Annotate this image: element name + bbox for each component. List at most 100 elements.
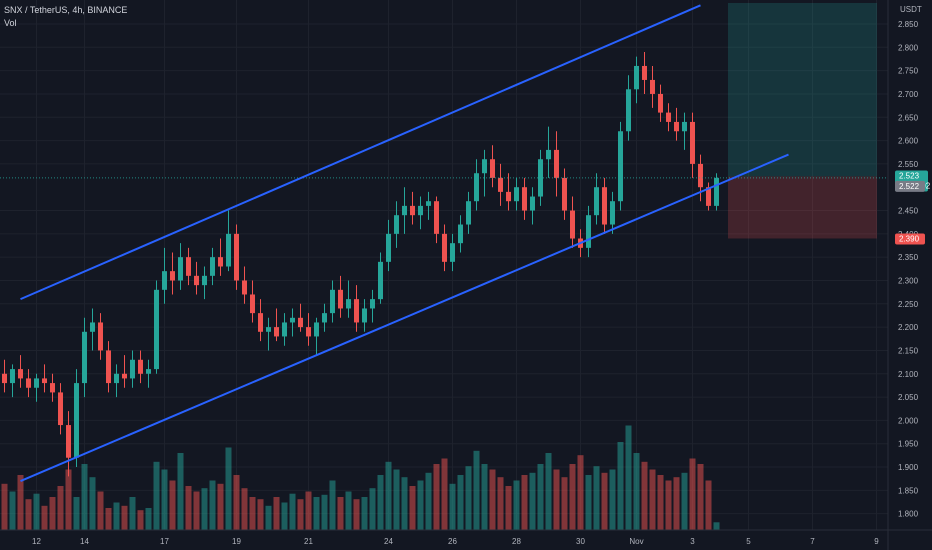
price-tick-label: 2.800 <box>898 43 919 52</box>
volume-bars <box>1 425 720 530</box>
candle-body <box>282 322 287 337</box>
volume-bar <box>113 502 120 530</box>
volume-bar <box>369 488 376 530</box>
candle-body <box>66 425 71 458</box>
time-tick-label: 5 <box>746 537 751 546</box>
upper-trendline[interactable] <box>20 4 701 301</box>
volume-bar <box>161 469 168 530</box>
volume-bar <box>273 497 280 530</box>
candle-body <box>458 224 463 244</box>
candle-body <box>634 65 639 90</box>
price-tick-label: 2.250 <box>898 300 919 309</box>
volume-bar <box>633 453 640 530</box>
volume-bar <box>497 477 504 530</box>
volume-bar <box>9 491 16 530</box>
candle-body <box>314 322 319 337</box>
price-axis[interactable]: USDT 2.850 2.800 2.750 2.700 2.650 2.600 2.550… <box>898 5 922 519</box>
volume-bar <box>561 477 568 530</box>
volume-bar <box>17 475 24 530</box>
time-tick-label: 9 <box>874 537 879 546</box>
volume-bar <box>673 477 680 530</box>
time-tick-label: 3 <box>690 537 695 546</box>
volume-bar <box>345 491 352 530</box>
volume-label[interactable]: Vol <box>4 18 17 28</box>
last-price-value: 2.523 <box>899 171 920 180</box>
volume-bar <box>449 483 456 530</box>
volume-bar <box>329 480 336 530</box>
long-position-tool[interactable] <box>728 3 877 239</box>
candle-body <box>242 280 247 295</box>
price-tick-label: 2.350 <box>898 253 919 262</box>
volume-bar <box>625 425 632 530</box>
candle-body <box>490 159 495 178</box>
lower-trendline[interactable] <box>20 153 789 482</box>
time-tick-label: 28 <box>512 537 521 546</box>
candle-body <box>170 271 175 281</box>
volume-bar <box>385 461 392 530</box>
candle-body <box>650 79 655 94</box>
candle-body <box>690 121 695 164</box>
position-target-zone <box>728 3 877 177</box>
volume-bar <box>601 472 608 530</box>
price-tick-label: 1.800 <box>898 510 919 519</box>
candle-body <box>226 233 231 267</box>
price-tick-label: 2.450 <box>898 207 919 216</box>
volume-bar <box>593 466 600 530</box>
price-tick-label: 2.200 <box>898 323 919 332</box>
volume-bar <box>89 477 96 530</box>
price-tick-label: 2.700 <box>898 90 919 99</box>
candle-body <box>330 289 335 314</box>
volume-bar <box>249 497 256 530</box>
candle-body <box>522 187 527 211</box>
volume-bar <box>425 472 432 530</box>
volume-bar <box>577 455 584 530</box>
volume-bar <box>217 483 224 530</box>
volume-bar <box>521 475 528 530</box>
candle-body <box>394 215 399 234</box>
price-tick-label: 2.050 <box>898 393 919 402</box>
volume-bar <box>177 453 184 530</box>
volume-bar <box>705 480 712 530</box>
candle-body <box>386 233 391 262</box>
candle-body <box>26 378 31 388</box>
volume-bar <box>169 480 176 530</box>
candle-body <box>210 257 215 276</box>
price-tick-label: 2.650 <box>898 113 919 122</box>
volume-bar <box>417 480 424 530</box>
volume-bar <box>65 469 72 530</box>
time-tick-label: 26 <box>448 537 457 546</box>
volume-bar <box>233 475 240 530</box>
volume-bar <box>473 450 480 530</box>
candle-body <box>418 205 423 216</box>
symbol-title[interactable]: SNX / TetherUS, 4h, BINANCE <box>4 5 128 15</box>
candle-body <box>354 299 359 323</box>
volume-bar <box>153 461 160 530</box>
candle-body <box>194 275 199 286</box>
candle-body <box>658 93 663 113</box>
candle-body <box>138 359 143 374</box>
volume-bar <box>185 486 192 530</box>
time-tick-label: 19 <box>232 537 241 546</box>
candle-body <box>122 373 127 379</box>
stop-price-value: 2.390 <box>899 235 920 244</box>
price-tick-label: 1.950 <box>898 440 919 449</box>
volume-bar <box>1 483 8 530</box>
volume-bar <box>657 475 664 530</box>
time-tick-label: 12 <box>32 537 41 546</box>
volume-bar <box>105 508 112 530</box>
price-tick-label: 2.750 <box>898 67 919 76</box>
volume-bar <box>281 502 288 530</box>
price-tick-label: 2.100 <box>898 370 919 379</box>
volume-bar <box>585 475 592 530</box>
volume-bar <box>209 480 216 530</box>
time-axis[interactable]: 121417192124262830Nov357911 <box>32 537 932 546</box>
candle-body <box>202 275 207 286</box>
candle-body <box>2 373 7 384</box>
volume-bar <box>401 477 408 530</box>
time-tick-label: 21 <box>304 537 313 546</box>
candle-body <box>130 359 135 379</box>
candle-body <box>322 313 327 323</box>
candle-body <box>234 233 239 281</box>
volume-bar <box>297 499 304 530</box>
